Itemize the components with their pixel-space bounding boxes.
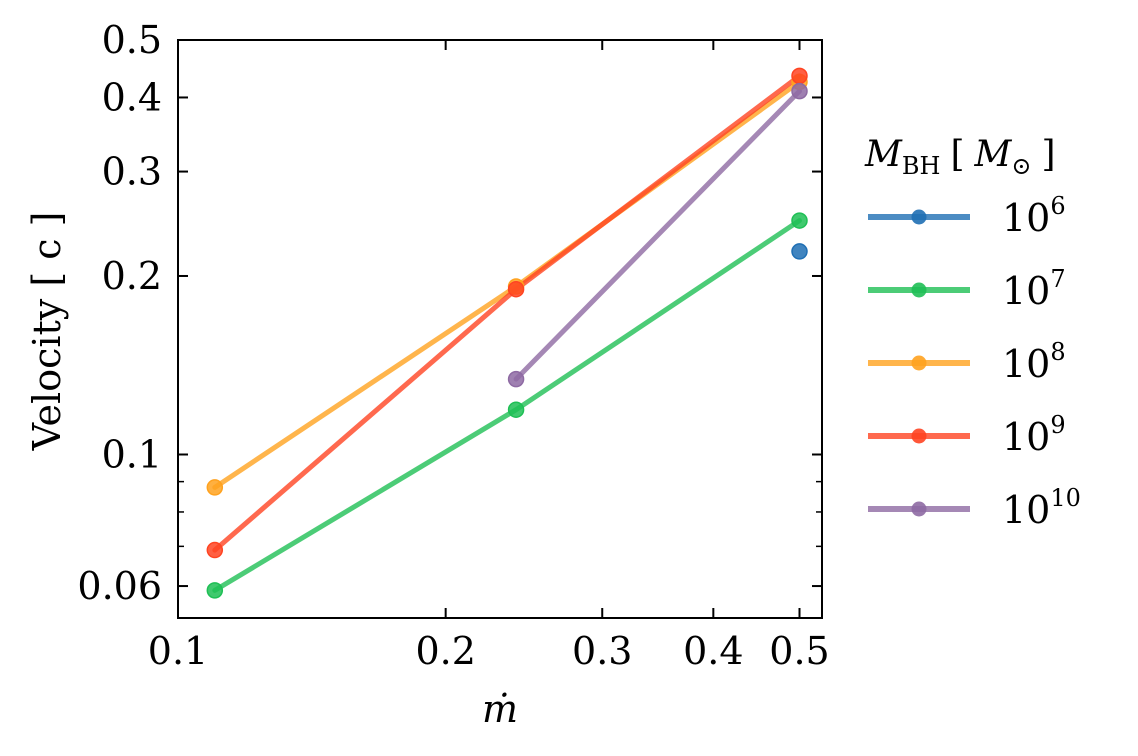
- legend-swatch-marker: [911, 428, 927, 444]
- x-tick-label: 0.2: [415, 629, 475, 673]
- data-point: [206, 541, 224, 559]
- plot-lines: [212, 73, 802, 593]
- legend-swatch-marker: [911, 355, 927, 371]
- data-point: [791, 243, 808, 260]
- x-tick-label: 0.4: [683, 629, 743, 673]
- x-axis-title: ṁ: [482, 687, 518, 731]
- data-point: [791, 67, 808, 85]
- data-point: [507, 370, 525, 388]
- legend-swatch-marker: [911, 501, 927, 517]
- x-tick-label: 0.5: [769, 629, 829, 673]
- data-point: [791, 212, 808, 229]
- legend-entry: 109: [868, 411, 1066, 459]
- legend-swatch-marker: [911, 209, 927, 225]
- legend-label: 108: [1002, 338, 1066, 386]
- legend-entries: 106 107 108 109 1010: [868, 192, 1081, 532]
- data-point: [507, 401, 525, 418]
- y-tick-label: 0.4: [102, 75, 162, 119]
- data-point: [206, 479, 224, 496]
- plot-frame: [177, 39, 823, 619]
- legend-swatch-marker: [911, 282, 927, 298]
- legend-label: 107: [1002, 265, 1066, 313]
- y-tick-label: 0.2: [102, 254, 162, 298]
- x-tick-label: 0.1: [148, 629, 208, 673]
- legend: MBH[M⊙] 106 107 108 109 1010: [864, 134, 1081, 532]
- y-tick-label: 0.1: [102, 432, 162, 476]
- y-axis-title: Velocity [ c ]: [25, 212, 69, 452]
- data-point: [791, 82, 808, 100]
- data-point: [206, 582, 224, 599]
- y-tick-label: 0.06: [77, 564, 162, 608]
- legend-label: 109: [1002, 411, 1066, 459]
- legend-entry: 108: [868, 338, 1066, 386]
- x-tick-label: 0.3: [572, 629, 632, 673]
- legend-label: 1010: [1002, 484, 1081, 532]
- legend-entry: 1010: [868, 484, 1081, 532]
- series-line-10e10: [513, 88, 802, 382]
- y-tick-label: 0.3: [102, 150, 162, 194]
- y-tick-label: 0.5: [102, 18, 162, 62]
- x-axis-ticks: 0.1 0.2 0.3 0.4 0.5: [148, 40, 830, 673]
- data-point: [507, 280, 525, 298]
- plot-markers: [206, 67, 808, 599]
- legend-label: 106: [1002, 192, 1066, 240]
- legend-entry: 107: [868, 265, 1066, 313]
- y-axis-ticks: 0.06 0.1 0.2 0.3 0.4 0.5: [77, 18, 822, 608]
- legend-entry: 106: [868, 192, 1066, 240]
- legend-title: MBH[M⊙]: [864, 134, 1056, 180]
- series-line-10e7: [212, 218, 802, 593]
